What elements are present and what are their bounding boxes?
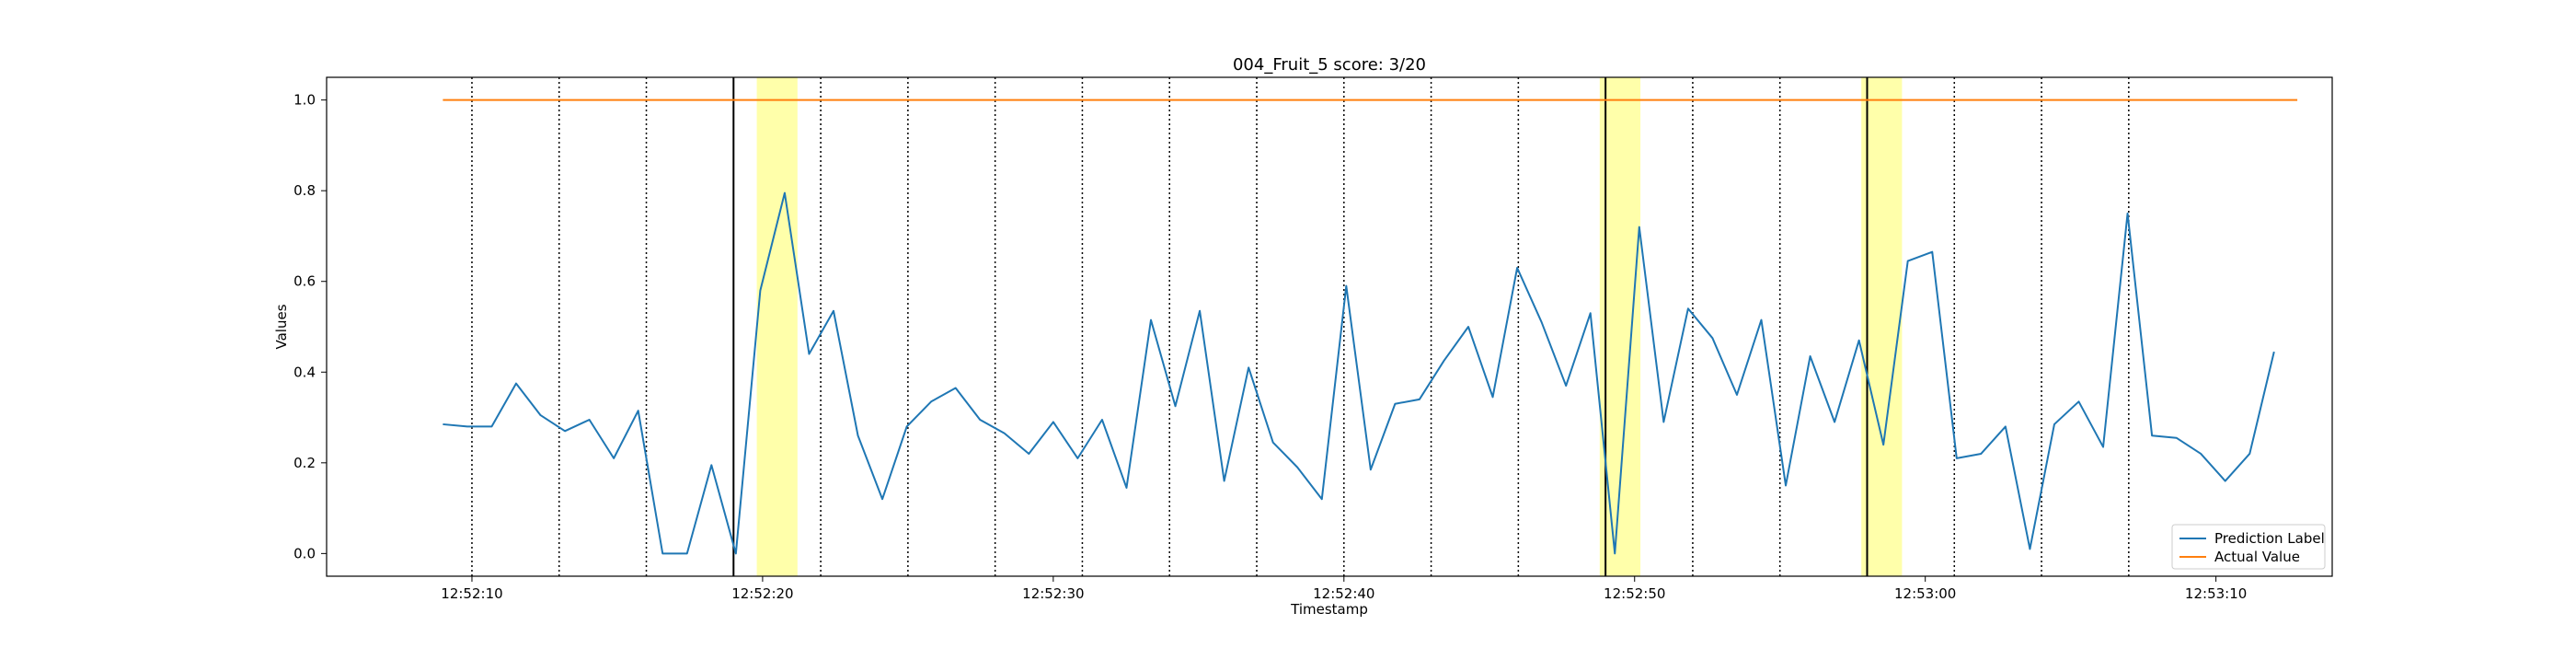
highlight-spans bbox=[756, 77, 1903, 576]
x-tick-label: 12:52:30 bbox=[1022, 585, 1084, 602]
x-tick-label: 12:52:40 bbox=[1313, 585, 1374, 602]
x-tick-label: 12:52:50 bbox=[1604, 585, 1665, 602]
series-layer bbox=[443, 98, 2298, 555]
x-axis: 12:52:10 12:52:20 12:52:30 12:52:40 12:52:50… bbox=[441, 576, 2247, 602]
y-tick-label: 0.4 bbox=[293, 364, 316, 380]
highlight-span bbox=[1861, 77, 1903, 576]
legend-box bbox=[2171, 524, 2326, 570]
x-tick-label: 12:53:00 bbox=[1894, 585, 1956, 602]
y-axis-title: Values bbox=[273, 304, 290, 349]
x-tick-label: 12:52:20 bbox=[731, 585, 793, 602]
y-tick-label: 0.8 bbox=[293, 182, 316, 199]
plot-frame bbox=[326, 76, 2333, 577]
y-tick-label: 0.6 bbox=[293, 273, 316, 290]
x-axis-title: Timestamp bbox=[1290, 601, 1368, 618]
x-tick-label: 12:52:10 bbox=[441, 585, 502, 602]
legend: Prediction Label Actual Value bbox=[2171, 524, 2326, 570]
prediction-label-line bbox=[443, 191, 2275, 555]
y-tick-label: 1.0 bbox=[293, 92, 316, 109]
legend-label-prediction: Prediction Label bbox=[2214, 530, 2325, 547]
y-tick-label: 0.2 bbox=[293, 455, 316, 471]
y-tick-label: 0.0 bbox=[293, 545, 316, 561]
x-tick-label: 12:53:10 bbox=[2185, 585, 2247, 602]
highlight-span bbox=[756, 77, 798, 576]
y-axis: 0.0 0.2 0.4 0.6 0.8 1.0 bbox=[293, 92, 327, 561]
chart-title: 004_Fruit_5 score: 3/20 bbox=[1233, 55, 1426, 75]
legend-label-actual: Actual Value bbox=[2214, 549, 2300, 565]
